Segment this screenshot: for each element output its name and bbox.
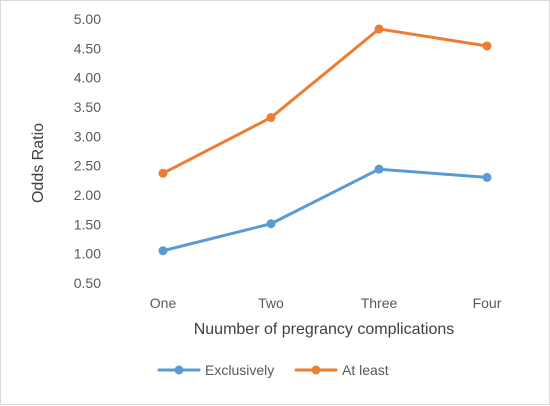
legend-label: Exclusively xyxy=(205,362,274,378)
data-point xyxy=(266,113,276,123)
x-tick-label: Four xyxy=(473,295,502,311)
y-tick-label: 4.00 xyxy=(74,70,101,86)
x-axis-ticks: One Two Three Four xyxy=(150,295,502,311)
y-tick-label: 2.50 xyxy=(74,158,101,174)
data-point xyxy=(266,219,276,229)
data-point xyxy=(158,246,168,256)
series-line xyxy=(161,167,489,253)
y-tick-label: 1.00 xyxy=(74,246,101,262)
series-layer xyxy=(158,24,492,256)
series-line xyxy=(161,27,489,175)
y-tick-label: 0.50 xyxy=(74,275,101,291)
y-tick-label: 3.50 xyxy=(74,99,101,115)
y-tick-label: 1.50 xyxy=(74,216,101,232)
y-tick-label: 5.00 xyxy=(74,11,101,27)
y-axis-title: Odds Ratio xyxy=(30,123,47,203)
legend-swatch-marker xyxy=(311,365,321,375)
x-tick-label: Two xyxy=(258,295,284,311)
y-tick-label: 3.00 xyxy=(74,128,101,144)
legend-label: At least xyxy=(342,362,389,378)
data-point xyxy=(482,41,492,51)
x-tick-label: One xyxy=(150,295,177,311)
data-point xyxy=(482,172,492,182)
y-axis-ticks: 0.50 1.00 1.50 2.00 2.50 3.00 3.50 4.00 4.50 5.00 xyxy=(74,11,101,291)
data-point xyxy=(374,164,384,174)
legend-swatch-marker xyxy=(174,365,184,375)
y-tick-label: 2.00 xyxy=(74,187,101,203)
y-tick-label: 4.50 xyxy=(74,40,101,56)
data-point xyxy=(158,168,168,178)
x-tick-label: Three xyxy=(361,295,398,311)
legend: Exclusively At least xyxy=(157,362,389,378)
data-point xyxy=(374,24,384,34)
x-axis-title: Nuumber of pregrancy complications xyxy=(194,321,455,338)
